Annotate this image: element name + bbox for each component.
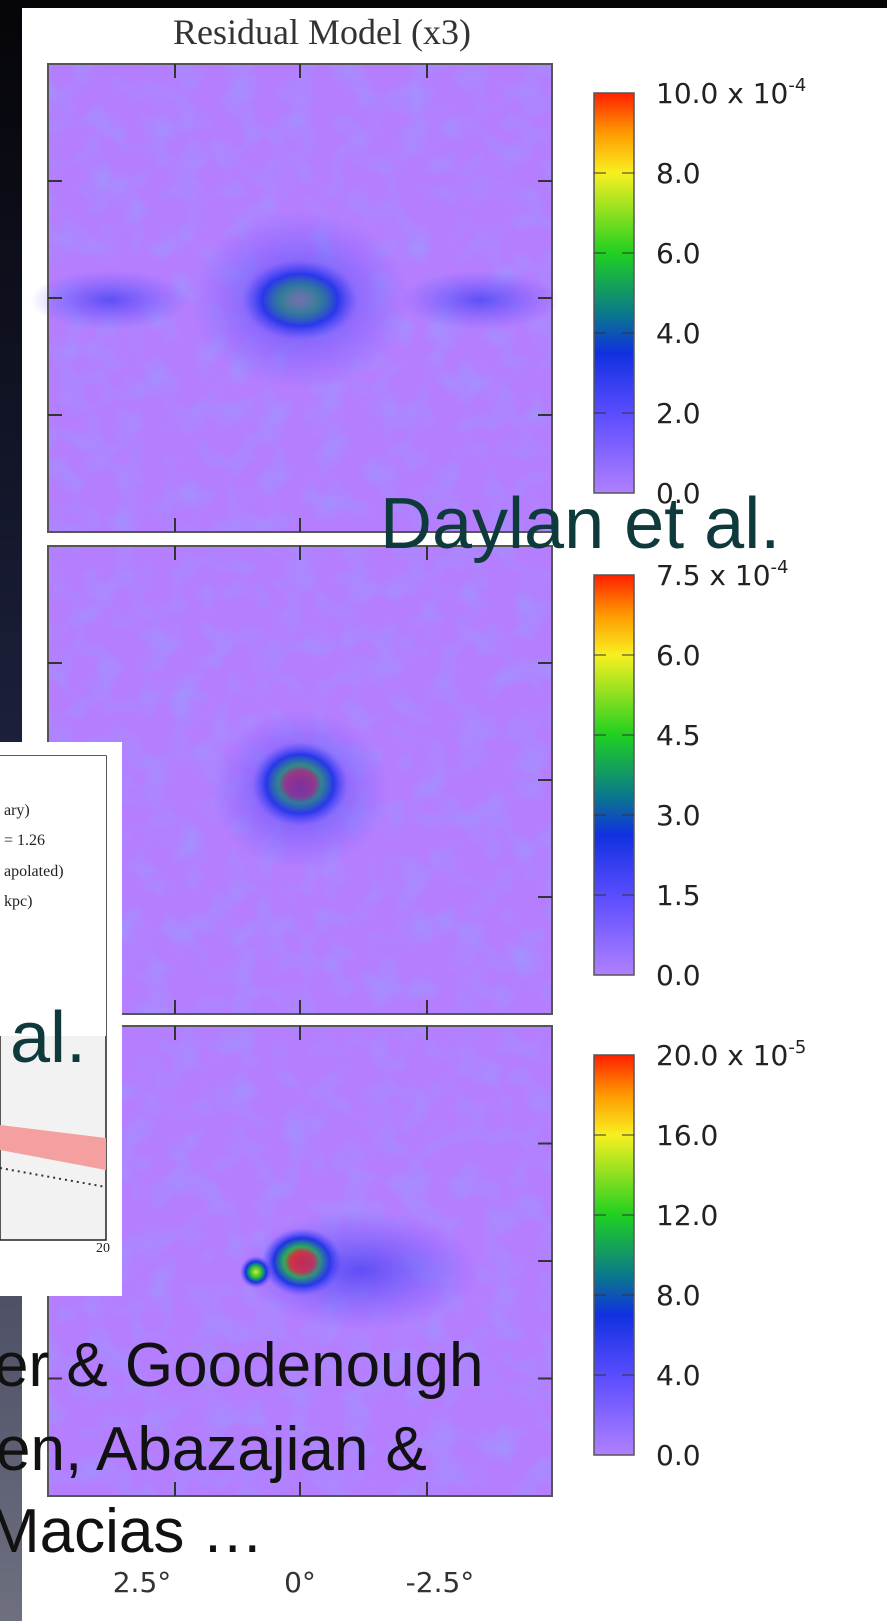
colorbar-label: 8.0 bbox=[656, 157, 701, 190]
inset-legend: apolated) bbox=[4, 863, 64, 880]
colorbar-label: 3.0 bbox=[656, 799, 701, 832]
citation-line: er & Goodenough bbox=[0, 1331, 484, 1400]
colorbar bbox=[594, 575, 634, 975]
colorbar-label-base: 8.0 bbox=[656, 157, 701, 190]
figure-title: Residual Model (x3) bbox=[173, 12, 471, 52]
colorbar-label: 12.0 bbox=[656, 1199, 718, 1232]
inset-tick: 20 bbox=[96, 1241, 110, 1256]
emission bbox=[400, 270, 560, 330]
emission bbox=[210, 710, 390, 870]
colorbar-label: 4.0 bbox=[656, 1359, 701, 1392]
colorbar-label: 1.5 bbox=[656, 879, 701, 912]
colorbar-label-base: 10.0 x 10 bbox=[656, 77, 788, 110]
colorbar-label-base: 8.0 bbox=[656, 1279, 701, 1312]
colorbar-label-base: 4.5 bbox=[656, 719, 701, 752]
colorbar-label-base: 0.0 bbox=[656, 959, 701, 992]
colorbar-label-exp: -4 bbox=[788, 75, 806, 96]
colorbar-label: 20.0 x 10-5 bbox=[656, 1037, 806, 1072]
colorbar-label-base: 4.0 bbox=[656, 1359, 701, 1392]
colorbar-label: 10.0 x 10-4 bbox=[656, 75, 806, 110]
inset-legend: kpc) bbox=[4, 893, 32, 910]
emission bbox=[30, 270, 190, 330]
citation-line: en, Abazajian & bbox=[0, 1415, 427, 1484]
colorbar-label-base: 16.0 bbox=[656, 1119, 718, 1152]
colorbar-label-base: 0.0 bbox=[656, 1439, 701, 1472]
colorbar-label: 0.0 bbox=[656, 1439, 701, 1472]
colorbar-label: 4.0 bbox=[656, 317, 701, 350]
colorbar-label-exp: -5 bbox=[788, 1037, 806, 1058]
colorbar-label-base: 20.0 x 10 bbox=[656, 1039, 788, 1072]
inset-legend: = 1.26 bbox=[4, 832, 45, 849]
emission bbox=[190, 210, 410, 390]
citation-line: Macias … bbox=[0, 1497, 264, 1566]
slide: Residual Model (x3) 10.0 x 10-4 8.0 6.0 4.0… bbox=[0, 0, 887, 1621]
colorbar-label: 6.0 bbox=[656, 237, 701, 270]
colorbar-label: 8.0 bbox=[656, 1279, 701, 1312]
colorbar-label-base: 4.0 bbox=[656, 317, 701, 350]
emission bbox=[240, 1210, 480, 1330]
x-label: 0° bbox=[284, 1566, 316, 1599]
colorbar-label-base: 6.0 bbox=[656, 639, 701, 672]
citation: Daylan et al. bbox=[380, 484, 780, 564]
colorbar-label-base: 2.0 bbox=[656, 397, 701, 430]
colorbar bbox=[594, 1055, 634, 1455]
colorbar-label-base: 12.0 bbox=[656, 1199, 718, 1232]
colorbar-label: 2.0 bbox=[656, 397, 701, 430]
colorbar bbox=[594, 93, 634, 493]
colorbar-label: 0.0 bbox=[656, 959, 701, 992]
x-label: 2.5° bbox=[113, 1566, 172, 1599]
inset-legend: ary) bbox=[4, 802, 30, 819]
x-label: -2.5° bbox=[406, 1566, 475, 1599]
colorbar-label-base: 6.0 bbox=[656, 237, 701, 270]
colorbar-label-base: 3.0 bbox=[656, 799, 701, 832]
colorbar-label: 6.0 bbox=[656, 639, 701, 672]
colorbar-label: 16.0 bbox=[656, 1119, 718, 1152]
citation: al. bbox=[10, 998, 86, 1078]
colorbar-label-base: 1.5 bbox=[656, 879, 701, 912]
colorbar-label: 4.5 bbox=[656, 719, 701, 752]
